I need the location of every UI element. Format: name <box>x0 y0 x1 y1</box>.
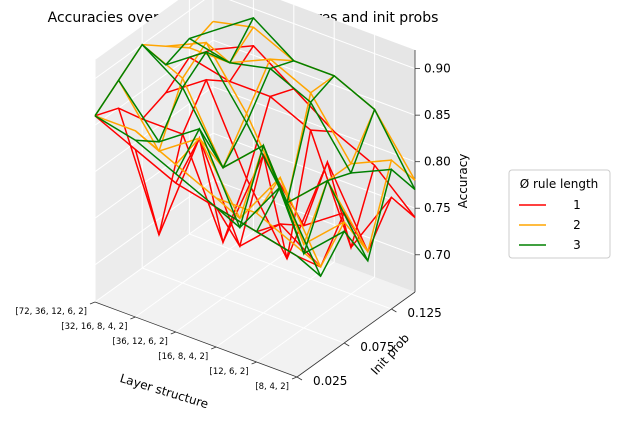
z-grid-line <box>94 86 416 173</box>
axis-lines <box>94 50 416 378</box>
y-tick-label: 0.075 <box>360 340 394 354</box>
legend-item-3: 3 <box>519 238 581 252</box>
x-grid-line <box>256 35 376 363</box>
y-grid-line <box>188 0 392 310</box>
z-axis-label: Accuracy <box>456 154 470 209</box>
series-1-column-line <box>165 78 369 261</box>
x-grid-line <box>175 5 295 333</box>
series-3-row-line <box>255 109 376 256</box>
x-tick-label: [16, 8, 4, 2] <box>158 352 208 362</box>
x-axis-line <box>94 301 298 378</box>
x-tick-label: [32, 16, 8, 4, 2] <box>61 322 127 332</box>
series-3-column-line <box>141 44 345 255</box>
floor-pane <box>95 217 415 377</box>
tick-labels: [72, 36, 12, 6, 2] [32, 16, 8, 4, 2] [36, … <box>15 62 450 392</box>
series-3-column-line <box>189 37 392 174</box>
y-tick-mark <box>343 342 350 347</box>
x-tick-mark <box>291 376 298 380</box>
series-2-row-line <box>255 109 376 247</box>
x-tick-mark <box>211 346 217 350</box>
x-axis-label: Layer structure <box>118 371 210 411</box>
series-3-column-line <box>94 115 298 257</box>
z-grid-line <box>94 132 416 219</box>
series-3-column-line <box>212 17 416 190</box>
x-tick-label: [36, 12, 6, 2] <box>113 337 168 347</box>
legend-frame <box>508 169 611 259</box>
z-tick-label: 0.85 <box>424 108 451 122</box>
series-1-column-line <box>212 45 416 218</box>
series-3-row-line <box>296 168 416 278</box>
y-grid-line <box>141 26 345 344</box>
y-tick-label: 0.125 <box>407 306 441 320</box>
z-tick-label: 0.70 <box>424 248 451 262</box>
z-grid-line <box>94 39 416 126</box>
series-3-row-line <box>215 75 335 229</box>
z-tick-label: 0.80 <box>424 155 451 169</box>
x-tick-mark <box>130 316 136 320</box>
series-3-wireframe <box>94 17 416 278</box>
legend: Ø rule length 1 2 3 <box>508 169 611 259</box>
x-tick-label: [12, 6, 2] <box>210 367 249 377</box>
legend-title: Ø rule length <box>520 177 599 191</box>
wireframe-series <box>94 17 416 278</box>
x-tick-label: [72, 36, 12, 6, 2] <box>15 307 87 317</box>
y-axis-label: Init prob <box>368 331 412 378</box>
y-tick-label: 0.025 <box>313 374 347 388</box>
series-2-row-line <box>175 58 294 170</box>
z-grid-line <box>94 179 416 266</box>
x-grid-line <box>135 0 254 318</box>
series-1-row-line <box>215 129 335 259</box>
x-tick-mark <box>170 331 176 335</box>
series-1-column-line <box>141 118 345 245</box>
x-tick-label: [8, 4, 2] <box>255 382 289 392</box>
series-1-column-line <box>117 107 322 268</box>
x-grid-line <box>215 20 335 348</box>
series-3-row-line <box>175 60 295 175</box>
legend-label: 1 <box>573 198 581 212</box>
y-tick-mark <box>296 376 303 381</box>
y-axis-line <box>296 291 416 378</box>
legend-item-1: 1 <box>519 198 581 212</box>
legend-label: 2 <box>573 218 581 232</box>
z-tick-label: 0.75 <box>424 201 451 215</box>
series-3-row-line <box>135 17 255 143</box>
x-tick-mark <box>251 361 257 365</box>
y-tick-mark <box>391 308 397 313</box>
series-3-column-line <box>165 51 369 262</box>
z-tick-label: 0.90 <box>424 62 451 76</box>
legend-item-2: 2 <box>519 218 581 232</box>
series-3-row-line <box>94 30 214 117</box>
z-grid-line <box>94 0 416 80</box>
legend-label: 3 <box>573 238 581 252</box>
x-tick-mark <box>89 301 96 305</box>
